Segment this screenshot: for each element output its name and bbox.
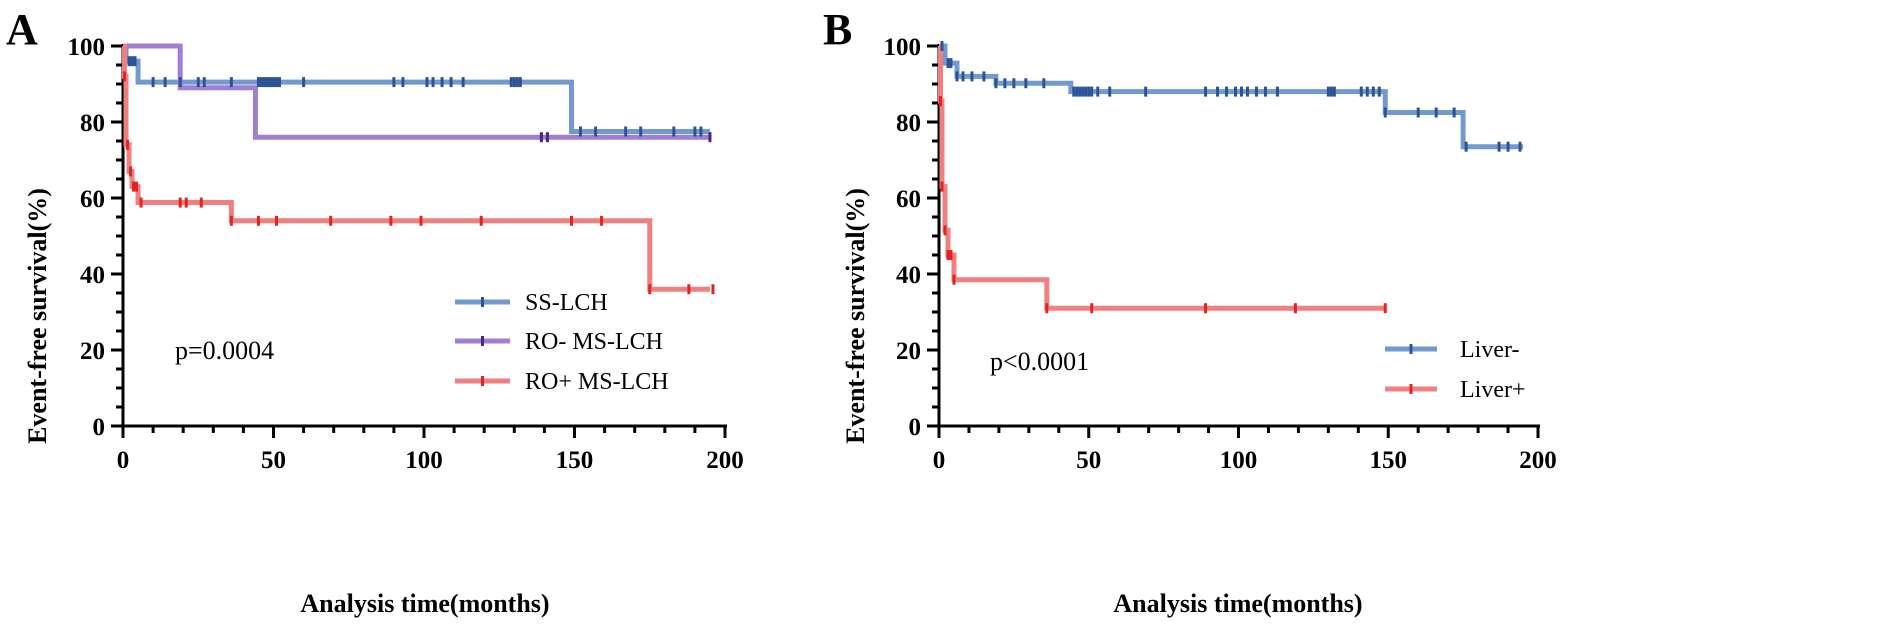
x-tick-label: 150 (556, 447, 594, 474)
x-axis-label: Analysis time(months) (300, 589, 549, 618)
y-axis-label: Event-free survival(%) (23, 188, 52, 444)
y-tick-label: 60 (896, 186, 921, 213)
x-tick-label: 50 (261, 447, 286, 474)
legend-label: Liver+ (1460, 377, 1526, 403)
legend: SS-LCH RO- MS-LCH RO+ MS-LCH (455, 290, 669, 395)
legend-label: RO- MS-LCH (525, 329, 663, 355)
survival-curve-liver- (939, 43, 1524, 150)
panel-label: B (823, 5, 852, 54)
legend: Liver- Liver+ (1385, 337, 1526, 403)
survival-curve-ro-ms-lch (123, 43, 710, 140)
y-tick-label: 40 (80, 262, 105, 289)
x-tick-label: 0 (117, 447, 130, 474)
y-tick-label: 20 (80, 338, 105, 365)
legend-label: RO+ MS-LCH (525, 369, 669, 395)
y-tick-label: 80 (80, 110, 105, 137)
y-tick-label: 100 (68, 34, 106, 61)
y-tick-label: 0 (909, 414, 922, 441)
y-tick-label: 80 (896, 110, 921, 137)
x-tick-label: 200 (1519, 447, 1557, 474)
axes: 0 20 40 60 80 100 0 50 100 150 200 (68, 34, 744, 474)
survival-curves (122, 43, 710, 292)
p-value-annotation: p=0.0004 (175, 336, 274, 365)
panel-b: B Event-free survival(%) Analysis time(m… (823, 5, 1557, 618)
x-tick-label: 100 (405, 447, 443, 474)
y-tick-label: 100 (884, 34, 922, 61)
y-tick-label: 0 (93, 414, 106, 441)
y-tick-label: 20 (896, 338, 921, 365)
panel-label: A (6, 5, 38, 54)
x-tick-label: 0 (933, 447, 946, 474)
legend-label: Liver- (1460, 337, 1519, 363)
x-axis-label: Analysis time(months) (1113, 589, 1362, 618)
x-tick-label: 100 (1220, 447, 1258, 474)
x-tick-label: 200 (706, 447, 744, 474)
y-tick-label: 60 (80, 186, 105, 213)
x-tick-label: 150 (1370, 447, 1408, 474)
y-axis-label: Event-free survival(%) (841, 188, 870, 444)
y-tick-label: 40 (896, 262, 921, 289)
p-value-annotation: p<0.0001 (990, 347, 1089, 376)
censor-marks (938, 41, 1522, 314)
axes: 0 20 40 60 80 100 0 50 100 150 200 (884, 34, 1557, 474)
panel-a: A Event-free survival(%) Analysis time(m… (6, 5, 744, 618)
legend-label: SS-LCH (525, 290, 608, 316)
x-tick-label: 50 (1076, 447, 1101, 474)
censor-marks (123, 56, 715, 295)
